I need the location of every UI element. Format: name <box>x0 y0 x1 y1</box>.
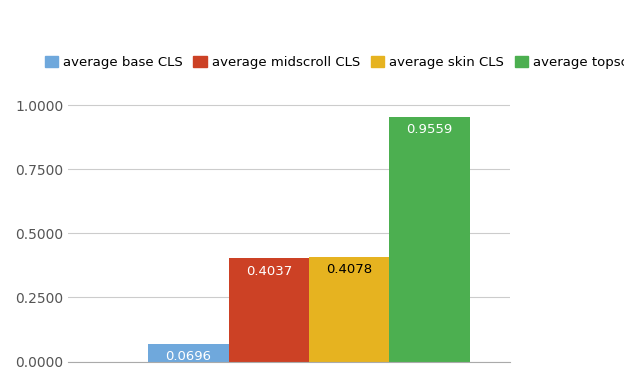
Text: 0.4078: 0.4078 <box>326 263 373 276</box>
Text: 0.9559: 0.9559 <box>406 123 452 136</box>
Bar <box>309 257 389 362</box>
Text: 0.4037: 0.4037 <box>246 264 292 278</box>
Bar <box>229 258 309 362</box>
Bar <box>389 117 470 362</box>
Text: 0.0696: 0.0696 <box>165 350 212 363</box>
Bar <box>149 344 229 362</box>
Legend: average base CLS, average midscroll CLS, average skin CLS, average topscroll: average base CLS, average midscroll CLS,… <box>39 51 624 74</box>
